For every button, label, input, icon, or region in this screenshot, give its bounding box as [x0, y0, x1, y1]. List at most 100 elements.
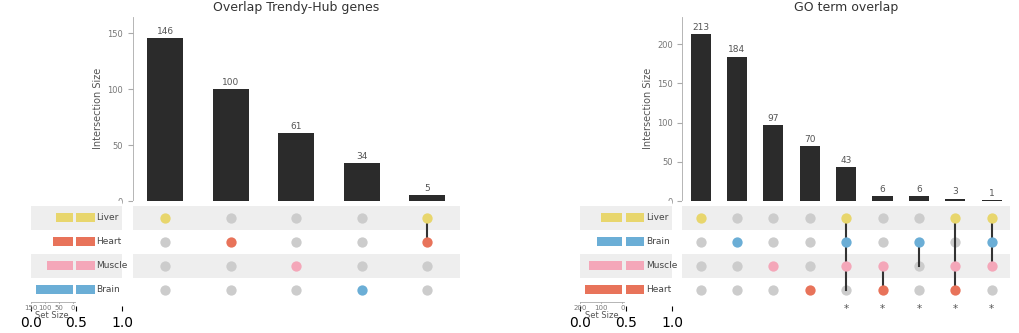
- Text: 100: 100: [38, 305, 51, 311]
- Text: 6: 6: [915, 185, 921, 194]
- Bar: [690, 34, 710, 201]
- Point: [764, 287, 781, 292]
- Point: [222, 215, 238, 220]
- Bar: [762, 125, 783, 201]
- Text: 50: 50: [54, 305, 63, 311]
- Point: [729, 287, 745, 292]
- Bar: [626, 261, 644, 270]
- Bar: [76, 261, 95, 270]
- Text: 150: 150: [23, 305, 38, 311]
- Bar: [278, 133, 314, 201]
- Point: [222, 239, 238, 244]
- Bar: [53, 237, 72, 246]
- Text: 184: 184: [728, 45, 745, 55]
- Point: [692, 263, 708, 268]
- Point: [288, 239, 305, 244]
- Bar: [871, 196, 892, 201]
- Point: [910, 287, 926, 292]
- Text: *: *: [915, 304, 920, 314]
- Point: [288, 263, 305, 268]
- Bar: [626, 237, 644, 246]
- Point: [764, 215, 781, 220]
- Bar: [48, 261, 72, 270]
- Point: [947, 239, 963, 244]
- Text: Heart: Heart: [97, 237, 121, 246]
- Point: [729, 215, 745, 220]
- Point: [419, 215, 435, 220]
- Text: *: *: [843, 304, 848, 314]
- Bar: [626, 285, 644, 294]
- Text: *: *: [988, 304, 994, 314]
- Title: GO term overlap: GO term overlap: [793, 1, 898, 14]
- Bar: [148, 38, 183, 201]
- Point: [873, 287, 890, 292]
- Point: [692, 287, 708, 292]
- Bar: [580, 206, 672, 230]
- Point: [838, 287, 854, 292]
- Point: [692, 215, 708, 220]
- Text: 70: 70: [803, 135, 815, 144]
- Point: [157, 287, 173, 292]
- Point: [947, 215, 963, 220]
- Bar: [409, 195, 445, 201]
- Point: [982, 263, 999, 268]
- Bar: [980, 200, 1001, 201]
- Bar: [799, 146, 819, 201]
- Bar: [596, 237, 622, 246]
- Bar: [76, 237, 95, 246]
- Point: [419, 287, 435, 292]
- Bar: [601, 213, 622, 222]
- Point: [838, 239, 854, 244]
- Bar: [76, 213, 95, 222]
- Point: [982, 287, 999, 292]
- Y-axis label: Intersection Size: Intersection Size: [93, 68, 103, 150]
- Point: [838, 263, 854, 268]
- Bar: [908, 196, 928, 201]
- Bar: [945, 199, 964, 201]
- Point: [729, 239, 745, 244]
- Text: *: *: [952, 304, 957, 314]
- Point: [692, 239, 708, 244]
- Bar: [727, 57, 746, 201]
- Point: [947, 263, 963, 268]
- Bar: [588, 261, 622, 270]
- Text: Brain: Brain: [97, 285, 120, 294]
- Point: [419, 239, 435, 244]
- Point: [873, 263, 890, 268]
- Text: 100: 100: [594, 305, 607, 311]
- Text: 200: 200: [573, 305, 587, 311]
- Text: Brain: Brain: [646, 237, 669, 246]
- Point: [157, 263, 173, 268]
- Point: [982, 239, 999, 244]
- Bar: [682, 206, 1009, 230]
- Point: [801, 263, 817, 268]
- Point: [801, 239, 817, 244]
- Title: Overlap Trendy-Hub genes: Overlap Trendy-Hub genes: [213, 1, 379, 14]
- Text: Muscle: Muscle: [97, 261, 127, 270]
- Point: [801, 215, 817, 220]
- Text: 3: 3: [952, 187, 957, 196]
- Text: 5: 5: [424, 184, 430, 193]
- Point: [222, 263, 238, 268]
- Text: 213: 213: [692, 23, 708, 32]
- Text: Liver: Liver: [646, 213, 668, 222]
- Text: 97: 97: [767, 114, 779, 123]
- Point: [873, 239, 890, 244]
- Text: 6: 6: [878, 185, 884, 194]
- Text: 61: 61: [290, 122, 302, 131]
- Point: [764, 239, 781, 244]
- Point: [729, 263, 745, 268]
- Point: [288, 215, 305, 220]
- Point: [982, 215, 999, 220]
- Point: [222, 287, 238, 292]
- Bar: [626, 213, 644, 222]
- Bar: [682, 254, 1009, 278]
- Point: [947, 287, 963, 292]
- Point: [838, 215, 854, 220]
- Bar: [213, 89, 249, 201]
- Bar: [343, 163, 379, 201]
- Bar: [132, 254, 460, 278]
- Text: 0: 0: [70, 305, 75, 311]
- Point: [910, 239, 926, 244]
- Text: Liver: Liver: [97, 213, 119, 222]
